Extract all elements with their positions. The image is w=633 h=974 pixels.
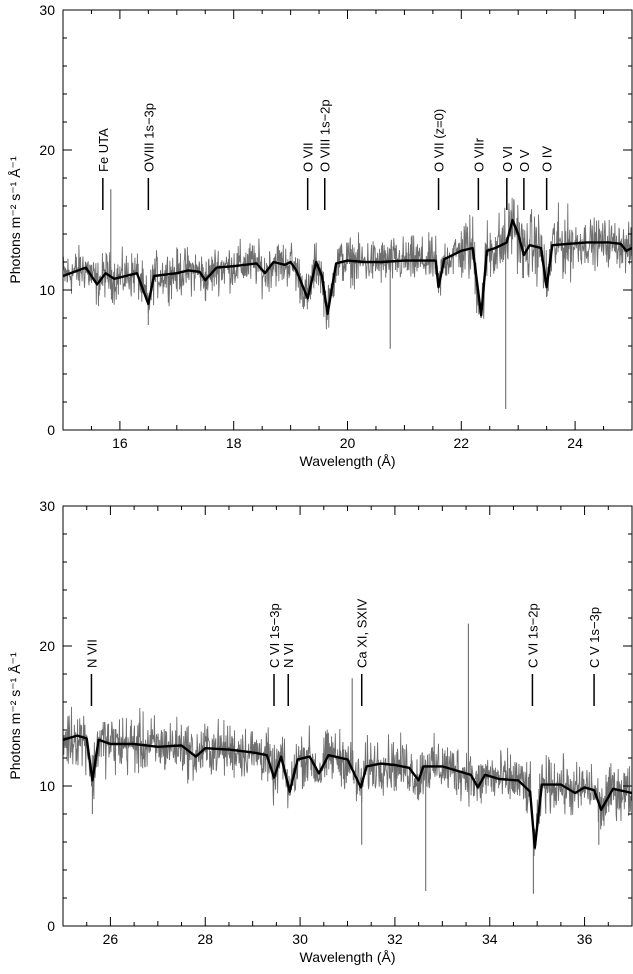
y-tick-label: 30 — [39, 498, 55, 514]
lower-panel: 26 28 30 32 34 36 0 10 20 30 Wavelength (Å) Photons… — [7, 498, 633, 965]
model-spectrum-line — [63, 218, 632, 317]
x-tick-label: 26 — [103, 931, 119, 947]
line-annotation-label: Ca XI, SXIV — [355, 598, 370, 668]
line-annotation-label: N VI — [281, 643, 296, 668]
model-spectrum-line — [63, 734, 632, 849]
x-tick-label: 16 — [112, 435, 128, 451]
y-tick-label: 0 — [47, 918, 55, 934]
line-annotation-label: OVIII 1s−3p — [141, 103, 156, 172]
y-axis-label: Photons m⁻² s⁻¹ Å⁻¹ — [7, 652, 23, 780]
x-tick-label: 28 — [197, 931, 213, 947]
x-tick-label: 34 — [482, 931, 498, 947]
x-tick-label: 20 — [340, 435, 356, 451]
plot-frame — [62, 505, 633, 927]
line-annotation-label: C VI 1s−2p — [525, 603, 540, 668]
x-tick-label: 18 — [226, 435, 242, 451]
line-annotation-label: O VI — [500, 146, 515, 172]
plot-frame — [62, 9, 633, 431]
line-annotation-label: O VII (z=0) — [432, 109, 447, 172]
x-axis-label: Wavelength (Å) — [300, 453, 396, 469]
y-tick-label: 20 — [39, 142, 55, 158]
x-tick-label: 36 — [577, 931, 593, 947]
x-tick-label: 32 — [387, 931, 403, 947]
x-axis-label: Wavelength (Å) — [300, 949, 396, 965]
y-tick-label: 20 — [39, 638, 55, 654]
line-annotation-label: C VI 1s−3p — [267, 603, 282, 668]
y-tick-label: 10 — [39, 282, 55, 298]
line-annotation-label: Fe UTA — [96, 128, 111, 172]
y-tick-label: 0 — [47, 422, 55, 438]
x-tick-label: 24 — [567, 435, 583, 451]
data-spectrum-line — [63, 706, 632, 857]
y-tick-label: 10 — [39, 778, 55, 794]
upper-panel: 16 18 20 22 24 0 10 20 30 Wavelength (Å) Photons m… — [7, 2, 633, 469]
x-tick-label: 22 — [454, 435, 470, 451]
line-annotation-label: O IV — [540, 146, 555, 172]
line-annotation-label: C V 1s−3p — [587, 607, 602, 668]
line-annotation-label: O VII — [301, 142, 316, 172]
line-annotation-label: N VII — [84, 639, 99, 668]
y-axis-label: Photons m⁻² s⁻¹ Å⁻¹ — [7, 156, 23, 284]
x-tick-label: 30 — [292, 931, 308, 947]
line-annotation-label: O VIII 1s−2p — [318, 99, 333, 172]
line-annotation-label: O V — [517, 149, 532, 172]
y-tick-label: 30 — [39, 2, 55, 18]
line-annotation-label: O VIIr — [471, 137, 486, 172]
